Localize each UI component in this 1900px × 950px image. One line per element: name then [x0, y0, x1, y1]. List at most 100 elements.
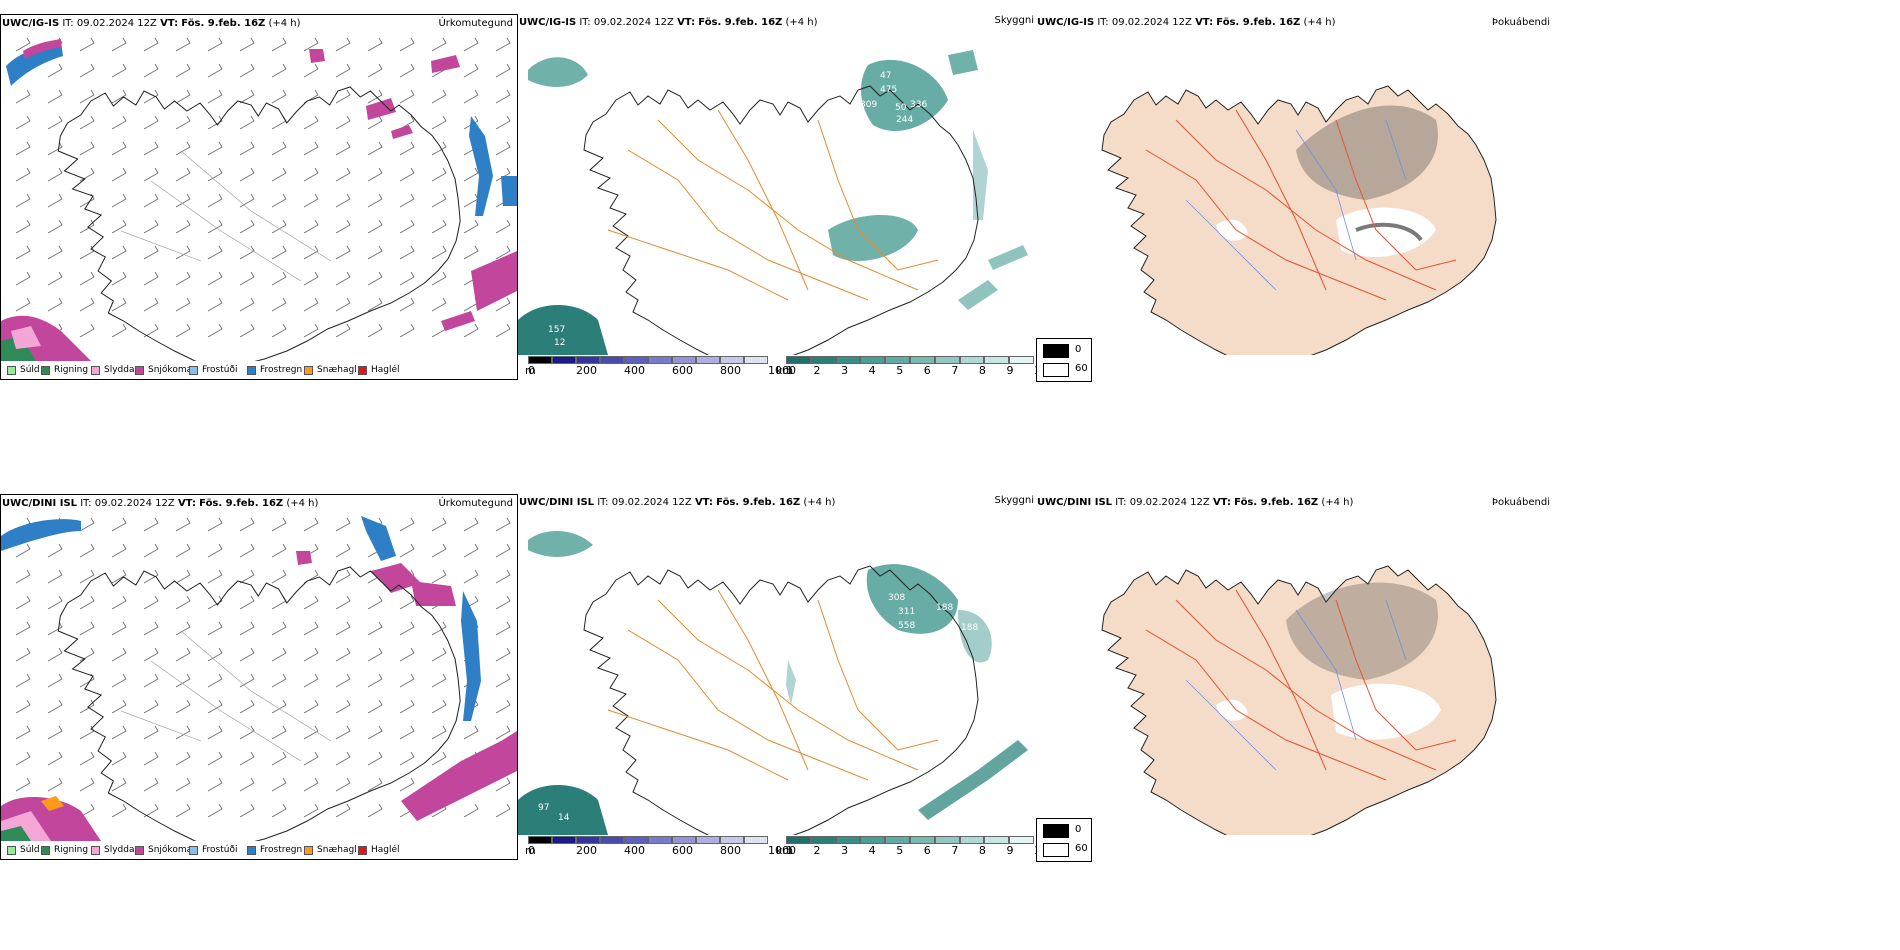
wind-barb: [495, 219, 511, 234]
wind-barb: [495, 37, 511, 52]
wind-barb: [399, 751, 415, 766]
ceiling-value-label: 309: [860, 100, 877, 110]
panel-header: UWC/DINI ISL IT: 09.02.2024 12Z VT: Fös.…: [1037, 497, 1354, 508]
wind-barb: [399, 725, 415, 740]
wind-barb: [175, 517, 191, 532]
wind-barb: [335, 271, 351, 286]
scale-swatch: [984, 836, 1010, 844]
wind-barb: [175, 141, 191, 156]
wind-barb: [207, 621, 223, 636]
wind-barb: [271, 323, 287, 338]
precip-panel-row2: UWC/DINI ISL IT: 09.02.2024 12Z VT: Fös.…: [0, 494, 518, 860]
wind-barb: [463, 219, 479, 234]
wind-barb: [143, 245, 159, 260]
ceiling-value-label: 558: [898, 621, 915, 631]
panel-header: UWC/DINI ISL IT: 09.02.2024 12Z VT: Fös.…: [2, 498, 319, 509]
wind-barb: [79, 323, 95, 338]
wind-barb: [175, 647, 191, 662]
wind-barb: [239, 673, 255, 688]
wind-barb: [239, 245, 255, 260]
wind-barb: [367, 699, 383, 714]
wind-barb: [47, 569, 63, 584]
ceiling-value-label: 14: [558, 813, 570, 823]
wind-barb: [239, 193, 255, 208]
wind-barb: [399, 193, 415, 208]
wind-barb: [15, 167, 31, 182]
wind-barb: [111, 647, 127, 662]
ceiling-value-label: 50: [895, 103, 907, 113]
ceiling-value-label: 244: [896, 115, 913, 125]
legend-label: Snjókoma: [148, 845, 193, 855]
wind-barb: [239, 803, 255, 818]
wind-barb: [303, 323, 319, 338]
fog-map: [1101, 565, 1497, 835]
panel-title: Skyggni: [994, 15, 1034, 26]
panel-header: UWC/IG-IS IT: 09.02.2024 12Z VT: Fös. 9.…: [519, 17, 818, 28]
scale-swatch: [648, 356, 672, 364]
wind-barb: [143, 167, 159, 182]
wind-barb: [175, 193, 191, 208]
wind-barb: [367, 777, 383, 792]
wind-barb: [47, 725, 63, 740]
legend-label: Snæhagl: [317, 365, 357, 375]
wind-barb: [111, 193, 127, 208]
scale-tick: 1000: [768, 364, 796, 377]
legend-item-6: Snæhagl: [304, 365, 357, 375]
wind-barb: [335, 673, 351, 688]
legend-label: Snjókoma: [148, 365, 193, 375]
wind-barb: [367, 115, 383, 130]
wind-barb: [335, 193, 351, 208]
legend-swatch: [7, 365, 16, 375]
wind-barb: [207, 323, 223, 338]
wind-barb: [239, 595, 255, 610]
legend-item-3: Snjókoma: [135, 365, 192, 375]
ceiling-value-label: 475: [880, 85, 897, 95]
wind-barb: [335, 167, 351, 182]
wind-barb: [239, 323, 255, 338]
wind-barb: [207, 219, 223, 234]
wind-barb: [175, 219, 191, 234]
legend-swatch: [304, 845, 313, 855]
wind-barb: [239, 569, 255, 584]
wind-barb: [399, 647, 415, 662]
legend-item-0: Súld: [7, 365, 40, 375]
wind-barb: [47, 777, 63, 792]
wind-barb: [335, 647, 351, 662]
legend-item-3: Snjókoma: [135, 845, 192, 855]
wind-barb: [399, 63, 415, 78]
legend-item-4: Frostúði: [189, 365, 237, 375]
wind-barb: [335, 751, 351, 766]
wind-barb: [175, 167, 191, 182]
wind-barb: [175, 543, 191, 558]
visibility-panel-row1: UWC/IG-IS IT: 09.02.2024 12Z VT: Fös. 9.…: [518, 14, 1048, 380]
wind-barb: [79, 543, 95, 558]
wind-barb: [303, 517, 319, 532]
wind-barb: [335, 63, 351, 78]
wind-barb: [175, 115, 191, 130]
wind-barb: [207, 673, 223, 688]
wind-barb: [271, 673, 287, 688]
wind-barb: [495, 323, 511, 338]
wind-barb: [367, 63, 383, 78]
wind-barb: [79, 219, 95, 234]
wind-barb: [175, 751, 191, 766]
wind-barb: [367, 193, 383, 208]
scale-swatch: [786, 836, 811, 844]
legend-swatch: [41, 845, 50, 855]
wind-barb: [271, 141, 287, 156]
wind-barb: [431, 673, 447, 688]
wind-barb: [111, 777, 127, 792]
scale-tick: 0: [528, 844, 535, 857]
legend-item-2: Slydda: [91, 365, 134, 375]
wind-barb: [239, 621, 255, 636]
wind-barb: [79, 271, 95, 286]
scale-tick: 600: [672, 364, 693, 377]
scale-swatch: [576, 356, 600, 364]
wind-barb: [207, 647, 223, 662]
wind-barb: [47, 115, 63, 130]
wind-barb: [303, 569, 319, 584]
wind-barb: [399, 673, 415, 688]
wind-barb: [207, 141, 223, 156]
scale-swatch: [624, 836, 648, 844]
scale-swatch: [528, 356, 552, 364]
